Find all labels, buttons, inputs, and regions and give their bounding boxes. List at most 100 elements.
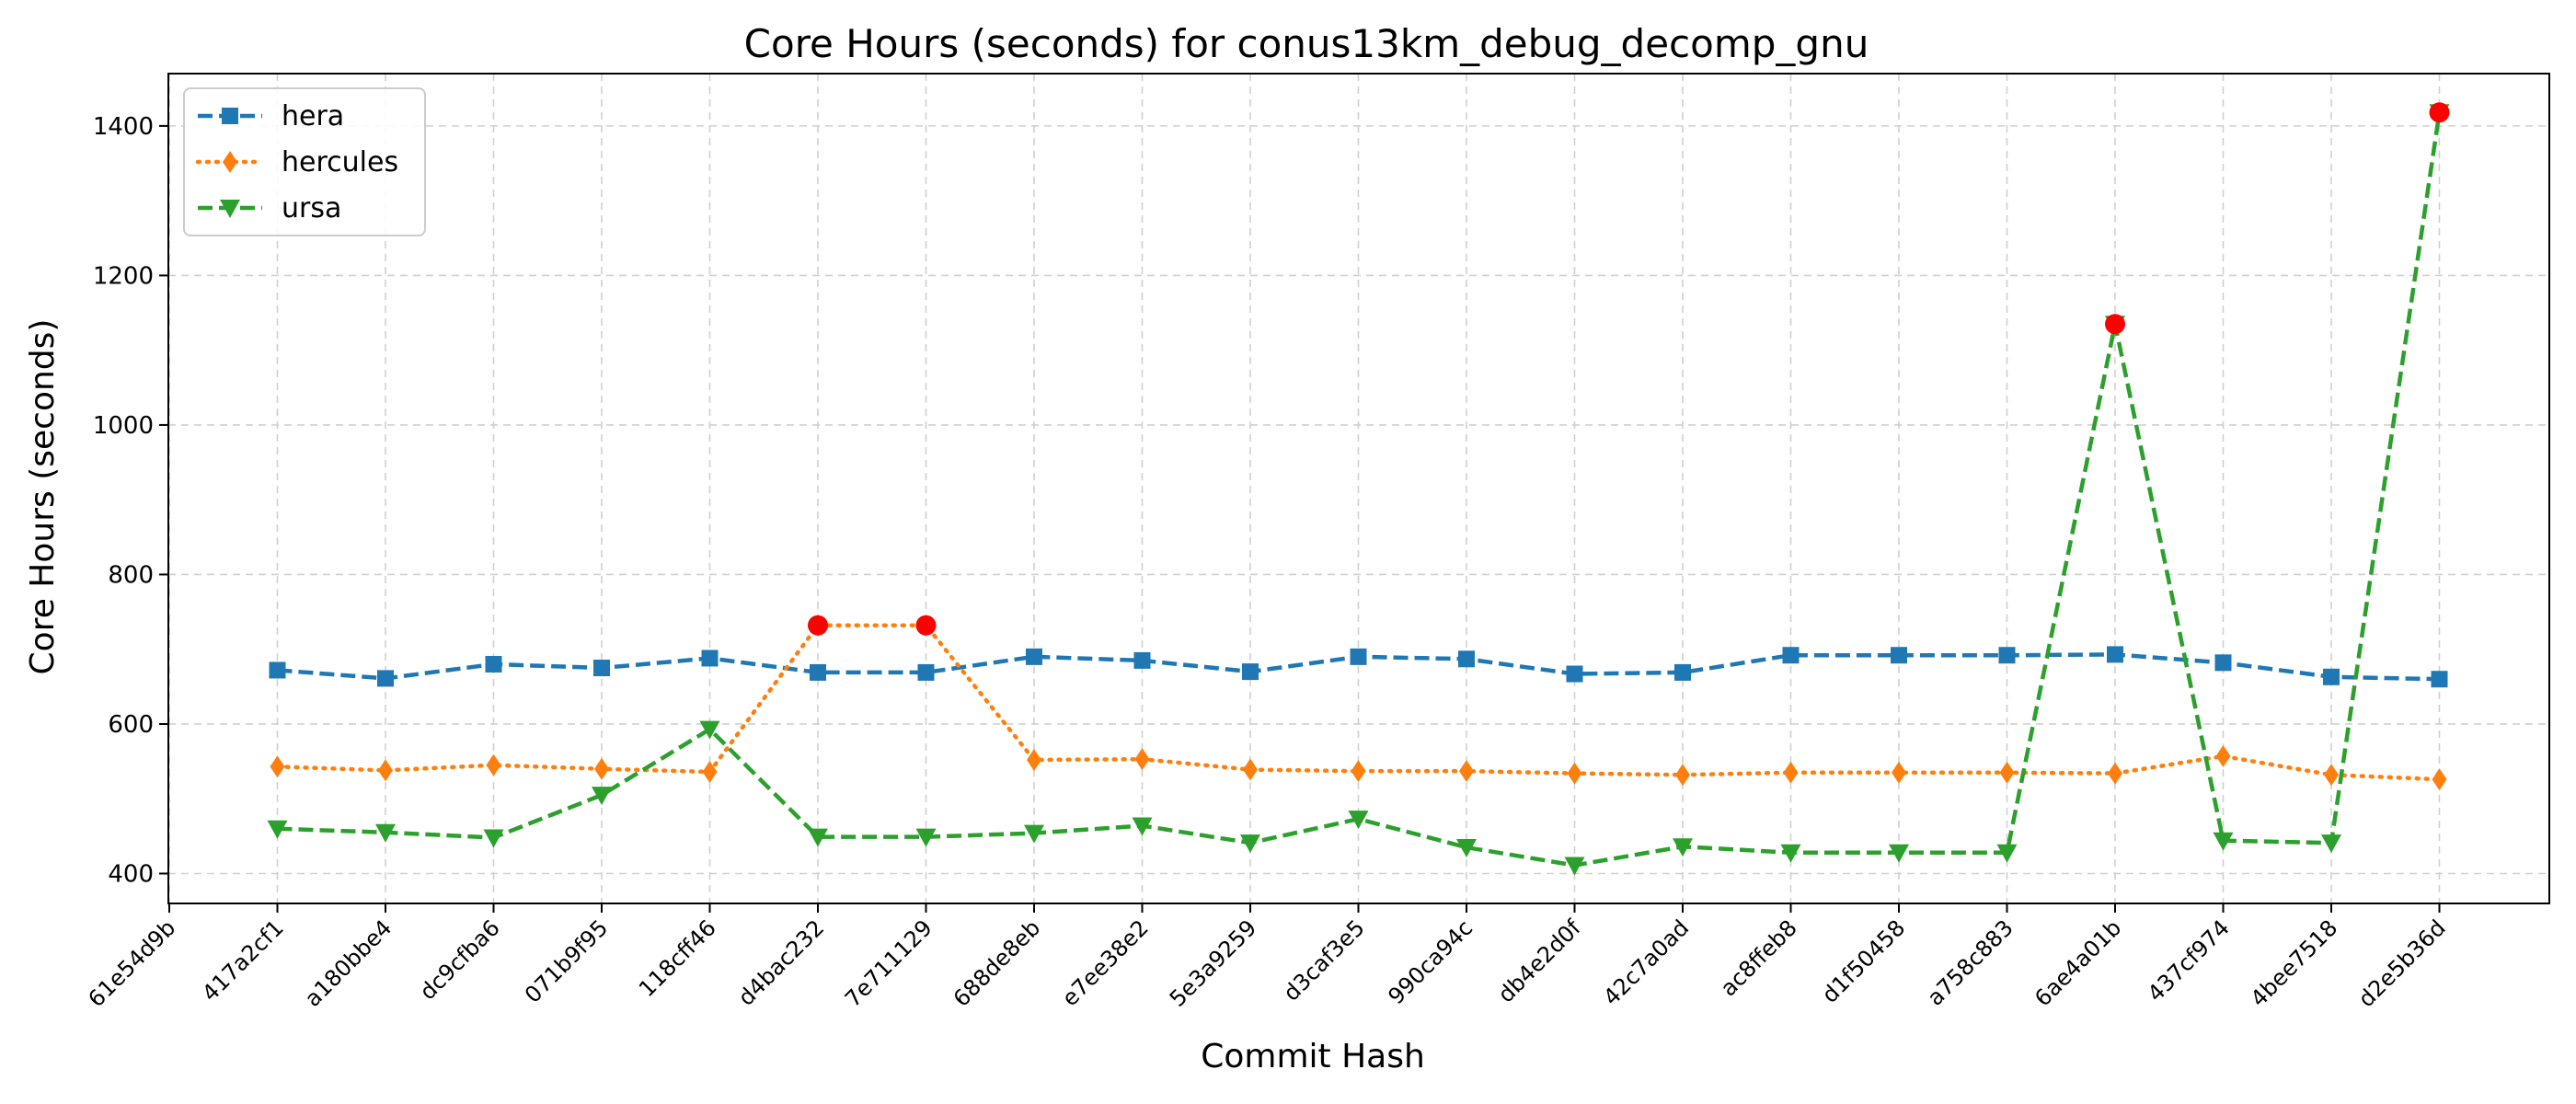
data-point-ursa [1132, 817, 1153, 836]
data-point-hercules [2215, 744, 2231, 767]
x-tick-label: 437cf974 [2143, 914, 2235, 1006]
data-point-hera [1891, 647, 1907, 664]
x-axis-label: Commit Hash [1201, 1038, 1425, 1075]
legend-marker-ursa [220, 200, 240, 218]
x-tick-label: d4bac232 [733, 914, 829, 1010]
x-tick-label: d2e5b36d [2353, 914, 2451, 1012]
x-tick-label: 61e54d9b [83, 914, 180, 1012]
data-point-hera [1998, 647, 2016, 664]
y-tick-label: 1000 [93, 412, 154, 440]
y-tick-label: 600 [108, 711, 154, 739]
legend: hera hercules ursa [183, 87, 426, 236]
data-point-ursa [1564, 857, 1585, 876]
data-point-hercules [1134, 748, 1150, 771]
data-point-hercules [1783, 761, 1799, 784]
highlighted-point [915, 615, 937, 636]
x-tick-label: 071b9f95 [520, 914, 613, 1007]
x-tick-label: db4e2d0f [1493, 914, 1586, 1007]
data-point-hercules [1243, 758, 1258, 781]
series-hera [269, 646, 2448, 688]
data-point-hercules [378, 759, 393, 782]
data-point-ursa [1780, 844, 1801, 863]
data-point-hera [1458, 650, 1475, 668]
x-tick-label: 118cff46 [634, 914, 721, 1002]
grid-lines [168, 74, 2549, 903]
data-point-ursa [2213, 832, 2234, 851]
highlighted-point [2105, 314, 2125, 335]
y-tick-label: 400 [108, 860, 154, 888]
data-point-hera [2107, 646, 2123, 663]
data-point-hera [485, 655, 502, 673]
x-tick-label: 7e711129 [840, 914, 937, 1012]
data-point-hercules [1892, 761, 1906, 784]
data-point-ursa [808, 828, 828, 847]
data-point-ursa [1240, 834, 1260, 854]
data-point-ursa [1348, 811, 1369, 830]
data-point-hercules [2324, 764, 2339, 787]
series-layer [267, 104, 2450, 876]
x-tick-label: 4bee7518 [2246, 914, 2342, 1011]
data-point-ursa [1889, 844, 1909, 863]
data-point-ursa [2321, 834, 2341, 854]
data-point-hercules [1459, 760, 1474, 783]
y-tick-label: 1400 [93, 113, 154, 141]
data-point-hera [1133, 651, 1151, 669]
data-point-hera [917, 663, 935, 681]
data-point-ursa [375, 823, 396, 843]
highlighted-point [2429, 102, 2450, 123]
x-tick-label: 688de8eb [949, 914, 1045, 1011]
data-point-hera [1350, 648, 1367, 665]
axes: 400 600 800 1000 1200 1400 61e54d9b 417a2cf1 a18… [83, 113, 2450, 1012]
x-tick-label: a180bbe4 [300, 914, 397, 1011]
data-point-hercules [2432, 768, 2447, 791]
data-point-hercules [1999, 761, 2015, 784]
x-tick-label: 5e3a9259 [1165, 914, 1261, 1011]
data-point-ursa [1673, 838, 1693, 857]
series-hercules [270, 614, 2447, 791]
legend-label-hercules: hercules [282, 146, 398, 178]
data-point-hera [2214, 654, 2232, 672]
legend-box [183, 87, 426, 236]
series-line-hercules [275, 623, 2442, 782]
data-point-hercules [1351, 760, 1366, 783]
x-tick-label: 990ca94c [1383, 914, 1478, 1009]
chart-title: Core Hours (seconds) for conus13km_debug… [744, 21, 1869, 66]
data-point-hera [2431, 671, 2448, 688]
data-point-ursa [915, 828, 937, 847]
data-point-hercules [702, 760, 718, 783]
x-tick-label: 6ae4a01b [2030, 914, 2126, 1011]
legend-marker-hera [222, 108, 238, 124]
data-point-hera [1242, 663, 1259, 681]
highlight-layer [808, 102, 2450, 636]
data-point-hercules [1567, 762, 1582, 785]
data-point-hercules [270, 755, 285, 778]
data-point-hercules [1027, 748, 1041, 771]
data-point-hera [810, 663, 826, 681]
x-tick-label: 417a2cf1 [197, 914, 288, 1006]
data-point-hera [377, 670, 394, 687]
data-point-hera [593, 660, 610, 677]
y-tick-label: 800 [108, 561, 154, 589]
x-tick-label: d3caf3e5 [1279, 914, 1370, 1006]
x-tick-label: a758c883 [1922, 914, 2018, 1010]
legend-label-ursa: ursa [282, 192, 341, 224]
x-tick-label: 42c7a0ad [1598, 914, 1694, 1010]
x-tick-label: ac8ffeb8 [1716, 914, 1802, 1001]
data-point-ursa [1996, 844, 2018, 863]
data-point-hera [1566, 665, 1583, 683]
highlighted-point [808, 615, 828, 636]
data-point-hera [1782, 647, 1800, 664]
data-point-hera [1026, 648, 1042, 665]
data-point-ursa [1456, 839, 1477, 858]
data-point-hera [269, 661, 286, 679]
x-tick-label: e7ee38e2 [1057, 914, 1154, 1011]
data-point-ursa [267, 820, 288, 839]
data-point-hera [2323, 668, 2340, 685]
data-point-hera [701, 650, 719, 667]
data-point-ursa [592, 787, 612, 806]
data-point-ursa [483, 829, 504, 848]
data-point-hercules [1675, 764, 1690, 787]
data-point-hercules [594, 757, 609, 780]
